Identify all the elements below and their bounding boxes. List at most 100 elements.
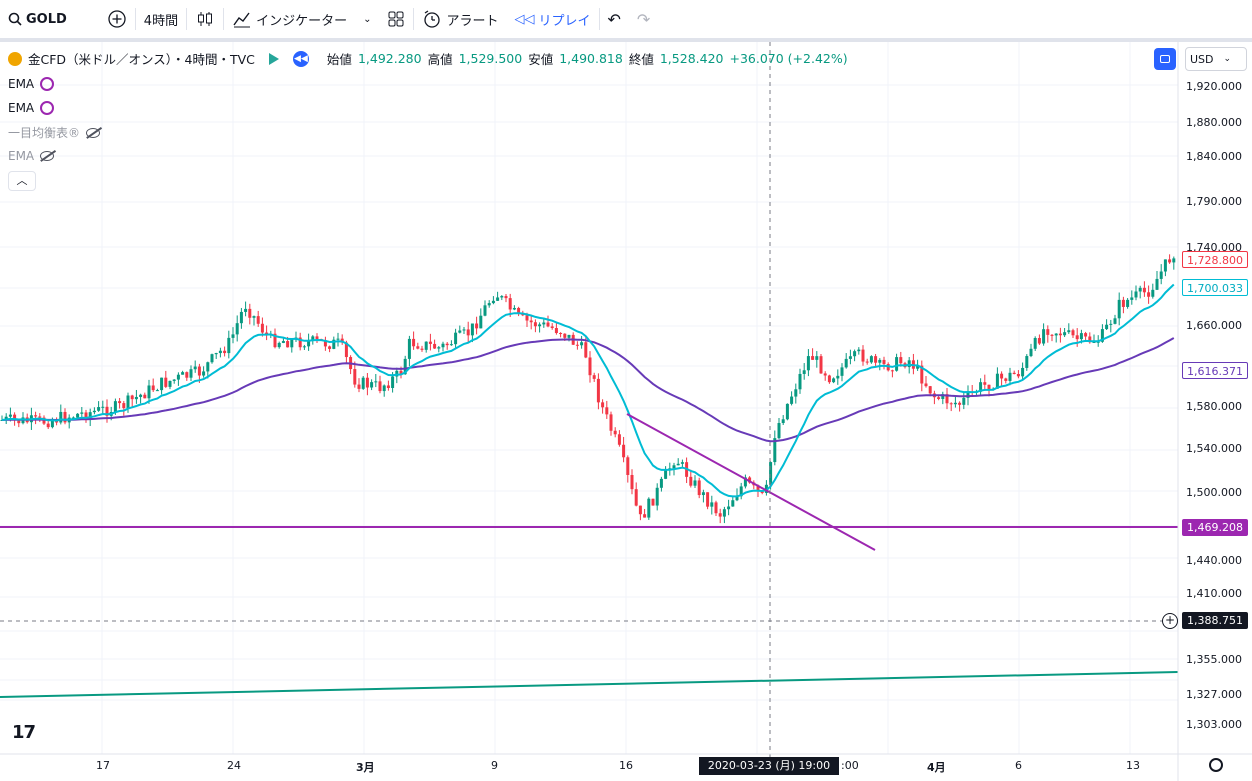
time-tick: 6	[1015, 759, 1022, 772]
candle-body	[470, 323, 474, 336]
alert-button[interactable]: アラート	[414, 0, 506, 38]
candle-body	[609, 414, 613, 431]
divider	[186, 8, 188, 30]
chart-area[interactable]	[0, 42, 1252, 781]
alarm-clock-icon	[424, 10, 441, 28]
candle-body	[328, 346, 332, 349]
candle-body	[697, 480, 701, 496]
candle-body	[1084, 333, 1088, 337]
legend-title[interactable]: 金CFD（米ドル／オンス）・4時間・TVC	[28, 52, 255, 67]
candle-body	[424, 341, 428, 350]
candle-body	[428, 341, 432, 344]
symbol-search[interactable]: GOLD	[0, 0, 75, 38]
candle-body	[118, 401, 122, 404]
candle-body	[949, 403, 953, 405]
replay-button[interactable]: ◁◁ リプレイ	[507, 0, 599, 38]
candle-body	[907, 360, 911, 368]
candle-body	[433, 343, 437, 349]
eye-off-icon[interactable]	[86, 127, 101, 138]
flag-icon[interactable]	[268, 52, 279, 65]
candle-body	[743, 477, 747, 487]
candle-body	[403, 358, 407, 375]
indicator-ichimoku[interactable]: 一目均衡表®	[8, 124, 101, 141]
candle-body	[193, 366, 197, 370]
grid-icon	[388, 11, 404, 27]
candle-body	[1037, 338, 1041, 344]
candle-body	[823, 373, 827, 376]
candle-body	[185, 372, 189, 378]
candle-body	[113, 401, 117, 413]
chart-type-button[interactable]	[187, 0, 223, 38]
candle-body	[794, 389, 798, 397]
candle-body	[487, 303, 491, 306]
replay-badge-icon[interactable]: ◀◀	[292, 50, 309, 67]
indicator-ema-2[interactable]: EMA	[8, 101, 55, 115]
candle-body	[634, 489, 638, 506]
candle-body	[449, 344, 453, 346]
tradingview-logo[interactable]: 17	[12, 722, 36, 743]
low-value: 1,490.818	[559, 51, 623, 66]
candle-body	[962, 397, 966, 405]
interval-button[interactable]: 4時間	[136, 0, 186, 38]
price-tick: 1,840.000	[1186, 150, 1242, 163]
collapse-legend-button[interactable]: ︿	[8, 171, 36, 191]
candle-body	[1088, 336, 1092, 343]
currency-select[interactable]: USD ⌄	[1185, 47, 1247, 71]
candle-body	[244, 308, 248, 312]
candle-body	[559, 333, 563, 335]
candle-body	[1071, 330, 1075, 336]
candle-body	[105, 406, 109, 416]
candle-body	[1029, 348, 1033, 357]
layouts-button[interactable]	[379, 0, 413, 38]
candle-body	[155, 390, 159, 392]
candle-body	[563, 333, 567, 338]
compare-button[interactable]	[99, 0, 135, 38]
candle-body	[937, 397, 941, 399]
candle-body	[189, 369, 193, 378]
candle-body	[1058, 333, 1062, 336]
candle-body	[71, 417, 75, 419]
candle-body	[676, 463, 680, 466]
undo-button[interactable]: ↶	[600, 0, 629, 38]
candle-body	[643, 514, 647, 518]
candle-body	[748, 477, 752, 483]
indicator-ema-3[interactable]: EMA	[8, 149, 55, 163]
price-tick: 1,580.000	[1186, 400, 1242, 413]
rewind-icon: ◁◁	[514, 11, 535, 27]
close-value: 1,528.420	[659, 51, 724, 66]
candle-body	[819, 356, 823, 374]
candle-body	[256, 316, 260, 324]
candle-body	[298, 337, 302, 348]
indicator-ema-1[interactable]: EMA	[8, 77, 55, 91]
candle-body	[756, 485, 760, 492]
chevron-down-icon: ⌄	[1223, 54, 1232, 64]
replay-label: リプレイ	[538, 13, 591, 29]
candle-body	[231, 334, 235, 338]
candle-body	[1025, 356, 1029, 368]
price-chart[interactable]	[0, 42, 1252, 781]
candle-body	[13, 414, 17, 420]
gear-icon[interactable]	[1209, 758, 1223, 772]
candle-body	[781, 419, 785, 424]
chevron-down-icon[interactable]: ⌄	[363, 13, 372, 25]
candle-body	[147, 385, 151, 399]
candle-body	[802, 370, 806, 374]
candle-body	[1063, 332, 1067, 336]
candle-body	[1113, 318, 1117, 324]
redo-button[interactable]: ↷	[629, 0, 658, 38]
candle-body	[1126, 299, 1130, 307]
candle-body	[815, 356, 819, 360]
last-price-tag: 1,728.800	[1182, 251, 1248, 268]
candle-body	[323, 340, 327, 347]
indicators-button[interactable]: インジケーター ⌄	[224, 0, 379, 38]
eye-off-icon[interactable]	[40, 151, 55, 161]
candle-body	[1067, 330, 1071, 333]
candle-body	[1163, 259, 1167, 272]
candle-body	[785, 403, 789, 420]
auto-scale-button[interactable]	[1154, 48, 1176, 70]
candle-body	[844, 358, 848, 368]
divider	[413, 8, 415, 30]
candle-body	[941, 394, 945, 399]
candle-body	[546, 322, 550, 327]
plus-icon[interactable]: +	[1162, 613, 1178, 629]
